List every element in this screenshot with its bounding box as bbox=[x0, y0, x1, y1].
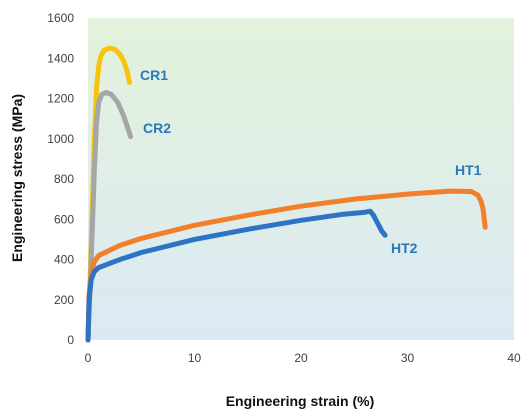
series-label-cr1: CR1 bbox=[140, 67, 168, 83]
y-tick-label: 200 bbox=[54, 293, 74, 307]
x-tick-label: 0 bbox=[85, 351, 92, 365]
y-axis-title: Engineering stress (MPa) bbox=[9, 94, 25, 262]
y-tick-label: 1200 bbox=[47, 92, 74, 106]
x-axis-title: Engineering strain (%) bbox=[226, 393, 375, 409]
series-line-ht2 bbox=[85, 208, 388, 343]
series-label-cr2: CR2 bbox=[143, 120, 171, 136]
series-label-ht2: HT2 bbox=[391, 240, 418, 256]
series-labels: CR1 CR2 HT1 HT2 bbox=[140, 67, 482, 256]
x-tick-label: 20 bbox=[294, 351, 308, 365]
y-tick-label: 600 bbox=[54, 212, 74, 226]
y-tick-label: 1600 bbox=[47, 11, 74, 25]
plot-area-background bbox=[88, 18, 514, 340]
x-axis-ticks: 0 10 20 30 40 bbox=[85, 351, 521, 365]
y-tick-label: 0 bbox=[67, 333, 74, 347]
x-tick-label: 40 bbox=[507, 351, 521, 365]
x-tick-label: 10 bbox=[188, 351, 202, 365]
series-line-ht1 bbox=[85, 188, 488, 343]
y-tick-label: 1000 bbox=[47, 132, 74, 146]
series-line-cr2 bbox=[85, 90, 134, 343]
x-tick-label: 30 bbox=[401, 351, 415, 365]
series-label-ht1: HT1 bbox=[455, 162, 482, 178]
y-tick-label: 1400 bbox=[47, 51, 74, 65]
y-axis-ticks: 0 200 400 600 800 1000 1200 1400 1600 bbox=[47, 11, 74, 347]
y-tick-label: 400 bbox=[54, 253, 74, 267]
y-tick-label: 800 bbox=[54, 172, 74, 186]
series-layer bbox=[85, 45, 488, 343]
